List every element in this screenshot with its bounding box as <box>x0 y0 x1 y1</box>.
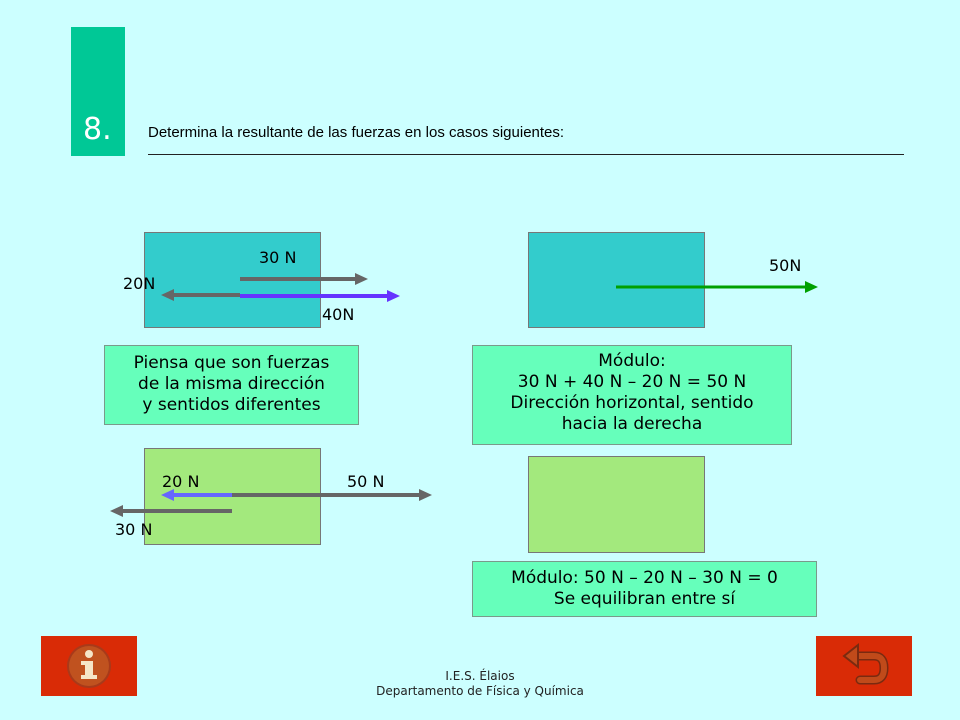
arrowhead-30n <box>110 505 123 517</box>
answer1-line: Dirección horizontal, sentido <box>510 393 754 413</box>
hint-line: Piensa que son fuerzas <box>133 353 330 373</box>
case2-arrows <box>110 489 432 517</box>
slide-number-block <box>71 27 125 156</box>
arrowhead-30n <box>355 273 368 285</box>
result1-body <box>528 232 705 328</box>
hint-box: Piensa que son fuerzas de la misma direc… <box>104 345 359 425</box>
arrowhead-20n <box>161 289 174 301</box>
footer-school: I.E.S. Élaios <box>445 669 515 683</box>
footer-department: Departamento de Física y Química <box>376 684 584 698</box>
label-40n: 40N <box>322 305 355 324</box>
hint-line: y sentidos diferentes <box>142 395 321 415</box>
answer2-box: Módulo: 50 N – 20 N – 30 N = 0 Se equili… <box>472 561 817 617</box>
slide-number: 8. <box>83 112 112 147</box>
info-button[interactable] <box>41 636 137 696</box>
label-30n-case2: 30 N <box>115 520 153 539</box>
label-20n: 20N <box>123 274 156 293</box>
answer1-line: 30 N + 40 N – 20 N = 50 N <box>517 372 747 392</box>
result2-body <box>528 456 705 553</box>
label-50n-case2: 50 N <box>347 472 385 491</box>
arrowhead-40n <box>387 290 400 302</box>
label-50n-result: 50N <box>769 256 802 275</box>
hint-line: de la misma dirección <box>138 374 325 394</box>
answer1-box: Módulo: 30 N + 40 N – 20 N = 50 N Direcc… <box>472 345 792 445</box>
return-arrow-icon <box>842 642 889 685</box>
info-icon <box>67 644 111 688</box>
title-underline <box>148 154 904 155</box>
label-20n-case2: 20 N <box>162 472 200 491</box>
result1-arrow <box>616 281 818 293</box>
return-button[interactable] <box>816 636 912 696</box>
answer2-line: Se equilibran entre sí <box>553 589 736 609</box>
label-30n: 30 N <box>259 248 297 267</box>
slide-title: Determina la resultante de las fuerzas e… <box>148 124 565 141</box>
arrowhead-50n-result <box>805 281 818 293</box>
answer2-line: Módulo: 50 N – 20 N – 30 N = 0 <box>511 568 778 588</box>
answer1-line: Módulo: <box>598 351 666 371</box>
arrowhead-20n-blue <box>161 489 174 501</box>
answer1-line: hacia la derecha <box>561 414 703 434</box>
arrowhead-50n <box>419 489 432 501</box>
case1-arrows <box>161 273 400 302</box>
